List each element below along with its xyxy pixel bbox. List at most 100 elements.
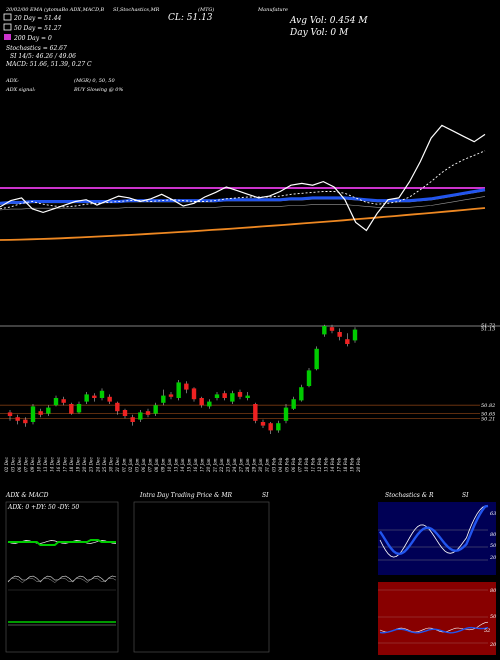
candle xyxy=(260,419,266,428)
x-tick-label: 13 Feb xyxy=(323,457,328,472)
candle-body xyxy=(291,399,296,409)
x-tick-label: 02 Jan xyxy=(128,458,133,472)
candle-body xyxy=(184,383,189,390)
candle xyxy=(268,422,273,434)
candle xyxy=(276,420,281,433)
stoch-value: 63 xyxy=(490,511,496,517)
x-tick-label: 15 Jan xyxy=(187,458,192,472)
candle xyxy=(253,402,258,424)
buy-signal-readout: BUY Slowing @ 0% xyxy=(73,86,123,93)
adx-white-line xyxy=(7,540,117,544)
x-tick-label: 14 Feb xyxy=(330,457,335,472)
rsi-tick-50: 50 xyxy=(490,614,497,620)
candle xyxy=(61,396,66,406)
candle-body xyxy=(76,404,82,413)
candle-body xyxy=(46,407,51,414)
stoch-tick-20: 20 xyxy=(489,555,497,561)
candle-body xyxy=(237,392,243,397)
intraday-mr-panel: Intra Day Trading Price & MR SI xyxy=(133,492,270,653)
stoch-panel-si: SI xyxy=(462,492,469,499)
legend-50day: 50 Day = 51.27 xyxy=(14,25,62,32)
candle xyxy=(345,333,350,347)
x-tick-label: 16 Jan xyxy=(193,458,198,472)
candle xyxy=(329,324,335,334)
candle-body xyxy=(337,332,342,337)
candle xyxy=(191,387,197,402)
candle xyxy=(30,404,36,425)
candle xyxy=(199,396,204,408)
x-tick-label: 10 Jan xyxy=(167,458,172,472)
x-tick-label: 10 Feb xyxy=(304,457,309,472)
candle xyxy=(283,404,289,424)
candle xyxy=(107,394,112,404)
candle xyxy=(122,408,128,419)
candle-body xyxy=(191,388,197,400)
candle xyxy=(46,405,51,416)
adx-panel-title: ADX & MACD xyxy=(5,492,49,499)
candle-body xyxy=(15,417,20,421)
candle-body xyxy=(99,390,105,398)
x-tick-label: 30 Dec xyxy=(108,457,113,472)
stoch-fast-line xyxy=(379,505,488,558)
price-label-0: 51.72 xyxy=(481,323,495,329)
x-tick-label: 14 Jan xyxy=(180,458,185,472)
candle-body xyxy=(30,406,36,422)
adx-lines xyxy=(7,539,117,626)
adx-signal-readout: ADX signal: xyxy=(5,87,36,93)
price-label-3: 50.65 xyxy=(481,412,495,418)
candle-body xyxy=(115,402,120,412)
candle-body xyxy=(268,423,273,431)
x-tick-label: 02 Dec xyxy=(4,457,9,472)
candle xyxy=(115,401,120,415)
x-tick-label: 04 Feb xyxy=(278,457,283,472)
candle-body xyxy=(230,393,235,402)
x-tick-label: 27 Jan xyxy=(239,458,244,473)
candle xyxy=(161,389,166,406)
candle-body xyxy=(69,404,74,414)
stoch-panel-title: Stochastics & R xyxy=(385,492,434,499)
candle xyxy=(352,327,358,343)
ema-panel xyxy=(0,124,486,241)
candle xyxy=(15,414,20,425)
x-tick-label: 12 Feb xyxy=(317,457,322,472)
candle-body xyxy=(207,401,212,407)
legend-swatch-50day xyxy=(3,23,12,31)
candle xyxy=(153,402,158,416)
candle xyxy=(84,392,89,404)
x-tick-label: 13 Jan xyxy=(173,458,178,472)
date-axis: 02 Dec 03 Dec 06 Dec 07 Dec 09 Dec 10 Dec 13 D… xyxy=(4,457,361,473)
x-tick-label: 14 Dec xyxy=(50,457,55,472)
close-line xyxy=(0,124,486,232)
x-tick-label: 09 Jan xyxy=(160,458,165,472)
candle-body xyxy=(345,339,350,344)
x-tick-label: 20 Dec xyxy=(82,457,87,473)
x-tick-label: 28 Jan xyxy=(245,458,250,473)
candle-body xyxy=(352,329,358,341)
adx-panel-label: ADX: 0 +DY: 50 -DY: 50 xyxy=(7,504,79,511)
x-tick-label: 17 Feb xyxy=(336,457,341,472)
stochastics-rsi-panel: Stochastics & R SI 63 80 50 20 80 50 52 … xyxy=(378,492,497,655)
candle xyxy=(99,388,105,401)
candle xyxy=(337,328,342,341)
x-tick-label: 07 Dec xyxy=(24,457,29,472)
x-tick-label: 01 Jan xyxy=(121,458,126,472)
x-tick-label: 07 Feb xyxy=(297,457,302,472)
candle xyxy=(207,399,212,409)
candle xyxy=(138,410,143,422)
x-tick-label: 20 Jan xyxy=(206,458,211,473)
candle-body xyxy=(283,407,289,421)
candle xyxy=(53,395,59,407)
candle xyxy=(38,408,43,418)
rsi-tick-20: 20 xyxy=(489,642,497,648)
ema-50-line xyxy=(0,188,486,205)
price-label-2: 50.82 xyxy=(481,403,495,409)
x-tick-label: 13 Dec xyxy=(43,457,48,472)
candle xyxy=(291,396,296,410)
candle xyxy=(184,381,189,394)
x-tick-label: 19 Dec xyxy=(76,457,81,472)
x-tick-label: 09 Dec xyxy=(30,457,35,472)
x-tick-label: 24 Dec xyxy=(95,457,100,473)
candle xyxy=(314,346,319,371)
x-tick-label: 21 Jan xyxy=(213,458,218,473)
